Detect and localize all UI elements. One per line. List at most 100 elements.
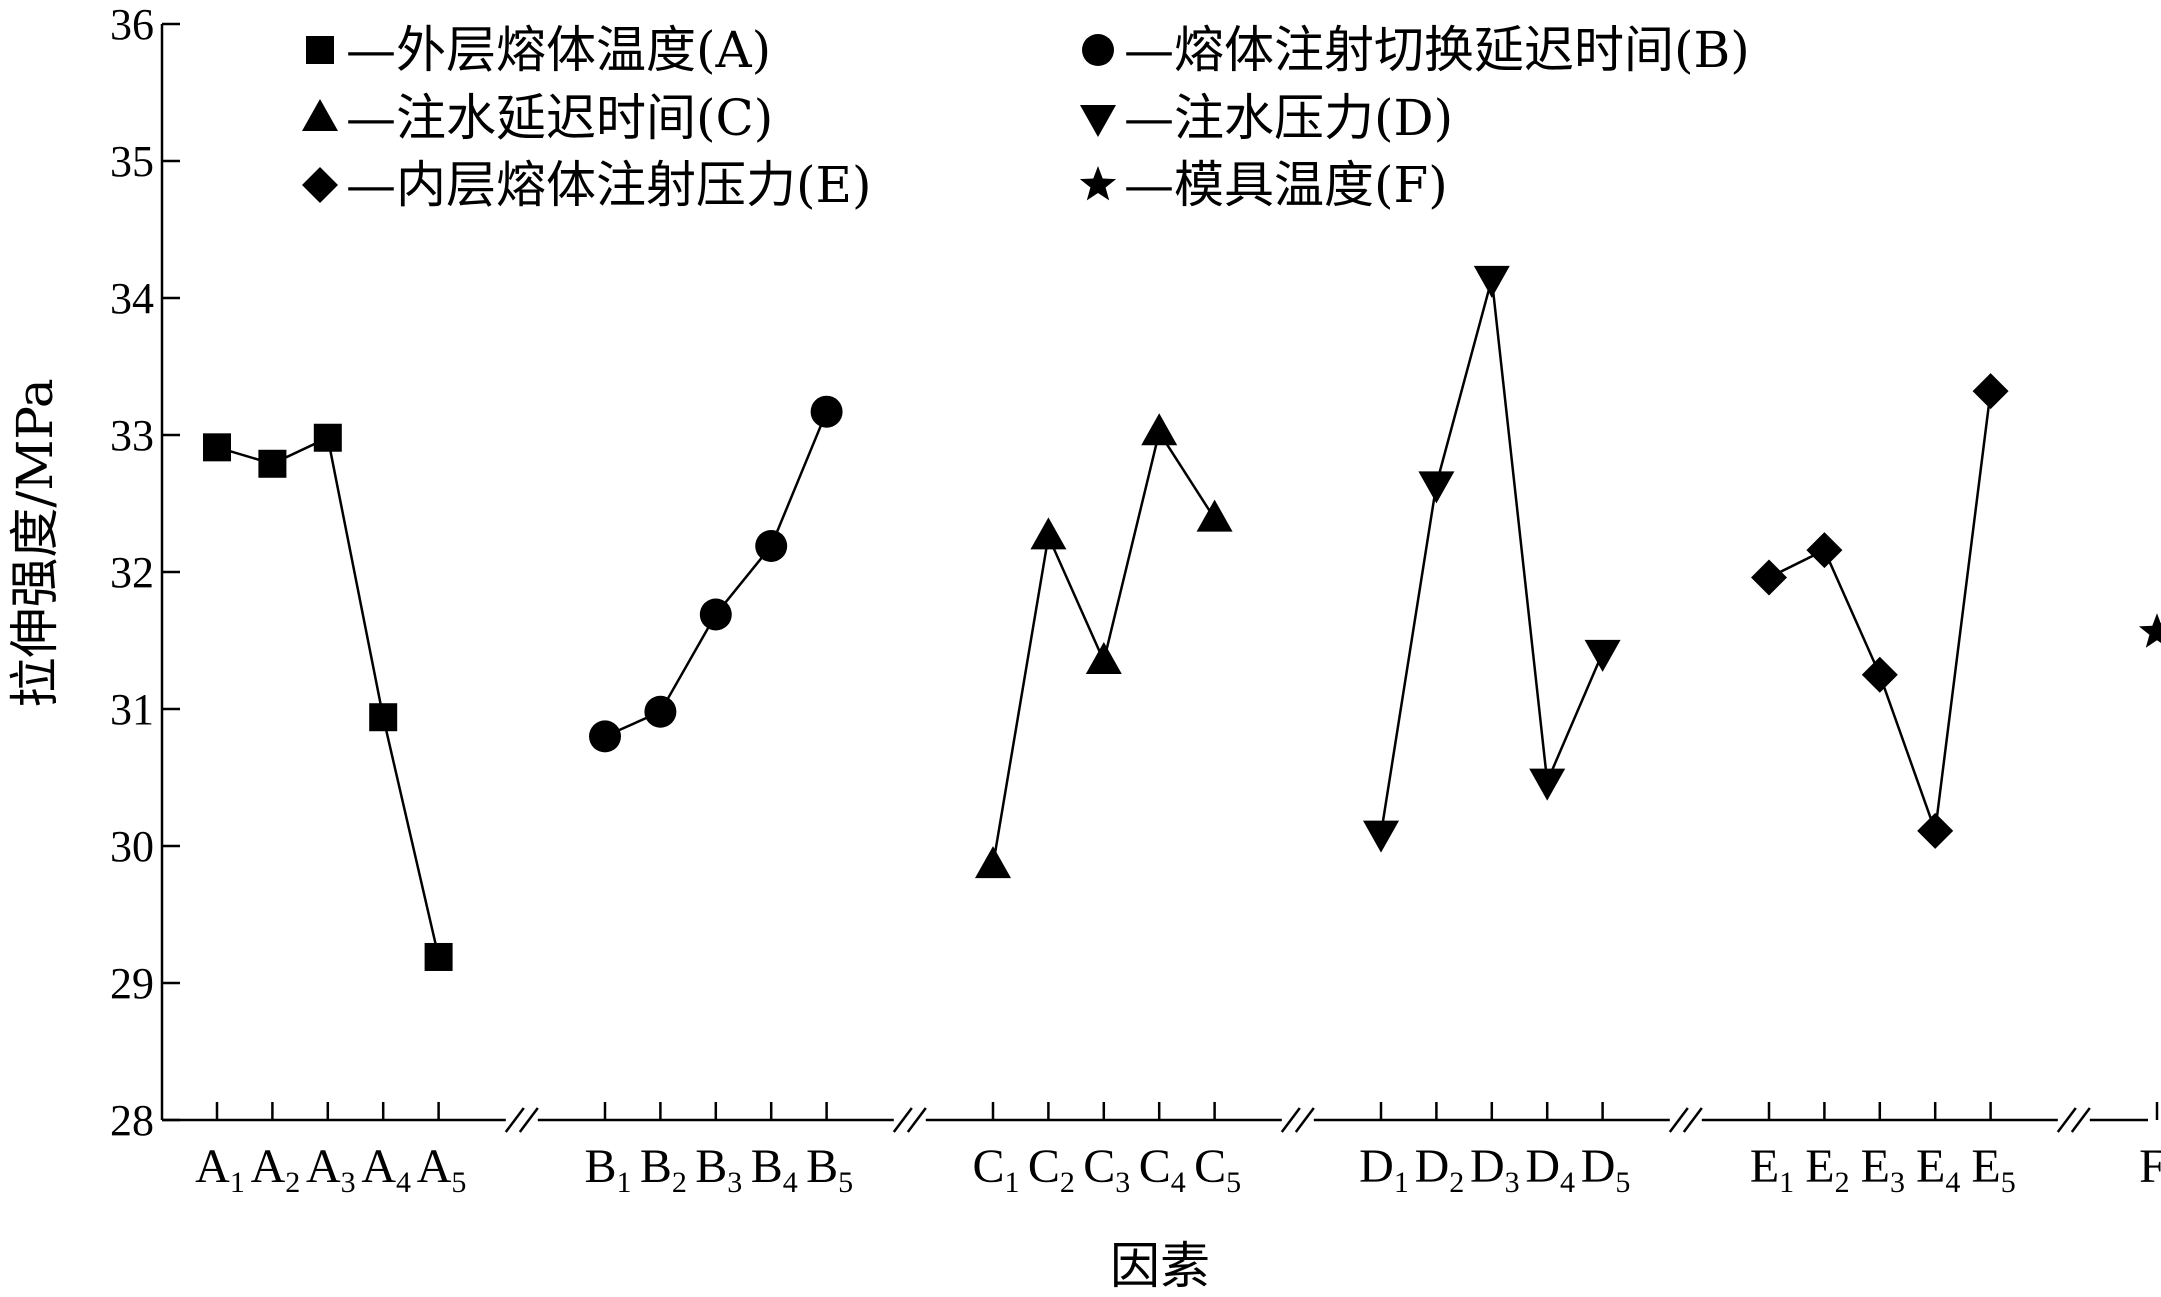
legend-label: —模具温度(F): [1124, 156, 1448, 214]
data-point-triangle-down: [1584, 639, 1621, 672]
data-point-triangle-down: [1418, 471, 1455, 504]
series-E: [1751, 373, 2009, 849]
axis-break-mark: [504, 1107, 525, 1133]
legend-entry-D: —注水压力(D): [1080, 89, 1453, 147]
series-layer: [203, 265, 2161, 971]
series-C: [975, 413, 1233, 879]
x-tick-label: D5: [1581, 1140, 1631, 1199]
axes: 28 29 30 31 32 33 34 35 36 A1 A2 A3 A4 A5 B1 B2 B3 B4 B5 C1…: [110, 0, 2161, 1199]
y-tick-label: 36: [110, 0, 154, 49]
x-tick-label: B5: [806, 1140, 853, 1199]
x-tick-label: C2: [1028, 1140, 1075, 1199]
data-point-square: [258, 449, 287, 478]
y-tick-label: 34: [110, 274, 154, 323]
axis-break-mark: [892, 1107, 913, 1133]
data-point-circle: [810, 395, 843, 428]
legend-entry-F: —模具温度(F): [1079, 156, 1448, 214]
x-tick-label: A4: [361, 1140, 411, 1199]
legend-entry-A: —外层熔体温度(A): [306, 21, 771, 79]
axis-break-mark: [1280, 1107, 1301, 1133]
legend-entry-B: —熔体注射切换延迟时间(B): [1082, 21, 1750, 79]
x-tick-label: B2: [640, 1140, 687, 1199]
data-point-diamond: [1751, 559, 1787, 596]
axis-break-mark: [2070, 1107, 2091, 1133]
y-tick-label: 30: [110, 822, 154, 871]
legend-label: —注水延迟时间(C): [346, 89, 773, 147]
data-point-star: [1079, 166, 1117, 201]
data-point-triangle-down: [1473, 265, 1510, 298]
legend-label: —熔体注射切换延迟时间(B): [1124, 21, 1750, 79]
x-tick-label: C1: [972, 1140, 1019, 1199]
data-point-triangle-up: [302, 99, 338, 131]
x-tick-label: D1: [1359, 1140, 1409, 1199]
x-tick-label: C3: [1083, 1140, 1130, 1199]
data-point-circle: [699, 598, 732, 631]
data-point-square: [369, 703, 398, 732]
x-tick-label: E3: [1861, 1140, 1905, 1199]
data-point-diamond: [1806, 532, 1843, 569]
x-tick-label: B4: [751, 1140, 798, 1199]
x-tick-label: D4: [1525, 1140, 1575, 1199]
legend-label: —内层熔体注射压力(E): [346, 156, 872, 214]
x-tick-label: A1: [195, 1140, 245, 1199]
series-F: [2138, 613, 2161, 648]
series-line: [1768, 391, 1992, 832]
x-tick-label: A3: [306, 1140, 356, 1199]
data-point-square: [313, 423, 342, 452]
axis-break-mark: [1682, 1107, 1703, 1133]
axis-break-mark: [906, 1107, 927, 1133]
data-point-diamond: [1972, 373, 2009, 410]
y-tick-label: 28: [110, 1096, 154, 1145]
legend: —外层熔体温度(A) —熔体注射切换延迟时间(B) —注水延迟时间(C) —注水压力(…: [302, 21, 1750, 214]
series-D: [1363, 265, 1621, 853]
series-line: [1379, 278, 1604, 834]
x-tick-label: A2: [251, 1140, 301, 1199]
data-point-square: [203, 433, 231, 462]
y-tick-label: 29: [110, 959, 154, 1008]
axis-break-mark: [1668, 1107, 1689, 1133]
data-point-triangle-down: [1080, 105, 1116, 137]
x-tick-label: E4: [1916, 1140, 1960, 1199]
series-A: [203, 423, 453, 971]
x-tick-label: A5: [417, 1140, 467, 1199]
legend-entry-C: —注水延迟时间(C): [302, 89, 773, 147]
data-point-triangle-up: [1196, 499, 1233, 532]
data-point-triangle-up: [975, 846, 1011, 879]
x-tick-label: E2: [1805, 1140, 1849, 1199]
series-B: [589, 395, 843, 753]
data-point-circle: [755, 529, 788, 562]
data-point-circle: [589, 720, 621, 753]
axis-break-mark: [2056, 1107, 2077, 1133]
legend-label: —外层熔体温度(A): [346, 21, 771, 79]
axis-break-mark: [1294, 1107, 1315, 1133]
data-point-triangle-down: [1363, 820, 1399, 853]
series-line: [216, 435, 440, 958]
series-line: [604, 411, 828, 738]
data-point-square: [306, 36, 334, 64]
y-tick-label: 32: [110, 548, 154, 597]
x-tick-label: B1: [584, 1140, 631, 1199]
data-point-diamond: [1861, 656, 1898, 693]
data-point-circle: [644, 695, 677, 728]
x-tick-label: B3: [695, 1140, 742, 1199]
x-tick-label: E5: [1971, 1140, 2015, 1199]
y-tick-label: 31: [110, 685, 154, 734]
axis-break-mark: [518, 1107, 539, 1133]
y-axis-title: 拉伸强度/MPa: [6, 378, 64, 707]
x-axis-title: 因素: [1110, 1237, 1210, 1295]
x-tick-label: E1: [1750, 1140, 1794, 1199]
y-tick-label: 35: [110, 137, 154, 186]
data-point-circle: [1082, 34, 1114, 66]
x-tick-label: C5: [1194, 1140, 1241, 1199]
legend-label: —注水压力(D): [1124, 89, 1453, 147]
data-point-triangle-up: [1085, 642, 1122, 675]
x-tick-label: F1: [2139, 1140, 2161, 1199]
data-point-triangle-down: [1529, 768, 1566, 801]
data-point-triangle-up: [1030, 517, 1067, 550]
legend-entry-E: —内层熔体注射压力(E): [302, 156, 872, 214]
y-tick-label: 33: [110, 411, 154, 460]
data-point-star: [2138, 613, 2161, 648]
data-point-diamond: [1917, 812, 1954, 849]
x-tick-label: D3: [1470, 1140, 1520, 1199]
